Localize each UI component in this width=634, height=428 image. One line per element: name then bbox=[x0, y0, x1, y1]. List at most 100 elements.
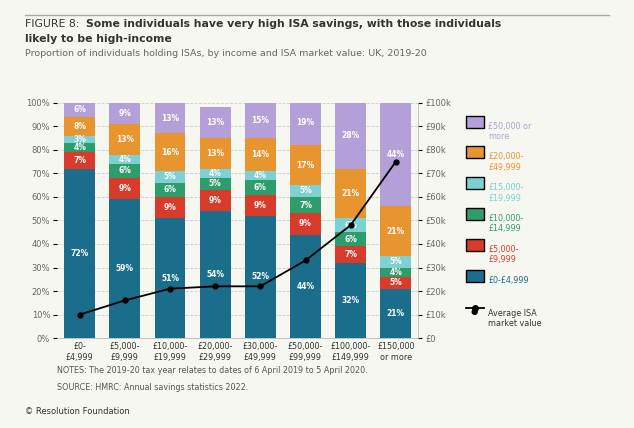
Bar bbox=[64, 103, 95, 117]
Bar bbox=[110, 164, 140, 178]
Bar bbox=[290, 197, 321, 214]
Text: 7%: 7% bbox=[73, 156, 86, 165]
Bar bbox=[200, 138, 231, 169]
Text: 32%: 32% bbox=[342, 296, 359, 305]
Bar bbox=[380, 289, 411, 338]
Text: 5%: 5% bbox=[209, 179, 221, 188]
Bar bbox=[155, 103, 185, 133]
Text: £10,000-
£14,999: £10,000- £14,999 bbox=[488, 214, 524, 233]
Bar bbox=[290, 145, 321, 185]
Text: 13%: 13% bbox=[206, 118, 224, 127]
Text: 6%: 6% bbox=[73, 105, 86, 114]
Text: 6%: 6% bbox=[119, 166, 131, 175]
Bar bbox=[110, 103, 140, 124]
Text: 4%: 4% bbox=[119, 155, 131, 164]
Bar bbox=[380, 268, 411, 277]
Bar bbox=[110, 178, 140, 199]
Bar bbox=[155, 218, 185, 338]
Bar bbox=[64, 169, 95, 338]
Bar bbox=[245, 194, 276, 216]
Text: 13%: 13% bbox=[206, 149, 224, 158]
Text: £0-£4,999: £0-£4,999 bbox=[488, 276, 529, 285]
Text: 9%: 9% bbox=[119, 184, 131, 193]
Text: 59%: 59% bbox=[116, 264, 134, 273]
Bar bbox=[245, 138, 276, 171]
Text: 28%: 28% bbox=[342, 131, 360, 140]
Text: 8%: 8% bbox=[73, 122, 86, 131]
Text: 5%: 5% bbox=[299, 187, 312, 196]
Bar bbox=[380, 103, 411, 206]
Bar bbox=[200, 190, 231, 211]
Text: 72%: 72% bbox=[70, 249, 89, 258]
Text: 7%: 7% bbox=[344, 250, 357, 259]
Text: 13%: 13% bbox=[116, 135, 134, 144]
Text: 4%: 4% bbox=[254, 171, 267, 180]
Text: 21%: 21% bbox=[387, 309, 405, 318]
Bar bbox=[290, 235, 321, 338]
Bar bbox=[155, 183, 185, 197]
Text: 7%: 7% bbox=[299, 201, 312, 210]
Text: £15,000-
£19,999: £15,000- £19,999 bbox=[488, 183, 524, 202]
Bar bbox=[64, 117, 95, 136]
Text: ●: ● bbox=[470, 307, 477, 316]
Bar bbox=[335, 218, 366, 232]
Bar bbox=[110, 199, 140, 338]
Text: 4%: 4% bbox=[73, 143, 86, 152]
Text: Some individuals have very high ISA savings, with those individuals: Some individuals have very high ISA savi… bbox=[86, 19, 501, 29]
Bar bbox=[200, 211, 231, 338]
Text: 5%: 5% bbox=[164, 172, 176, 181]
Bar bbox=[245, 171, 276, 181]
Bar bbox=[200, 107, 231, 138]
Text: £50,000 or
more: £50,000 or more bbox=[488, 122, 531, 141]
Text: 9%: 9% bbox=[119, 109, 131, 118]
Text: 9%: 9% bbox=[164, 203, 176, 212]
Bar bbox=[64, 136, 95, 143]
Text: 4%: 4% bbox=[209, 169, 222, 178]
Bar bbox=[155, 197, 185, 218]
Bar bbox=[335, 247, 366, 263]
Text: 19%: 19% bbox=[297, 118, 314, 127]
Text: likely to be high-income: likely to be high-income bbox=[25, 34, 172, 44]
Text: 5%: 5% bbox=[389, 278, 402, 287]
Bar bbox=[380, 256, 411, 268]
Bar bbox=[200, 169, 231, 178]
Bar bbox=[380, 277, 411, 289]
Bar bbox=[245, 216, 276, 338]
Bar bbox=[110, 155, 140, 164]
Text: Average ISA
market value: Average ISA market value bbox=[488, 309, 541, 328]
Text: £20,000-
£49,999: £20,000- £49,999 bbox=[488, 152, 524, 172]
Text: 9%: 9% bbox=[254, 201, 267, 210]
Text: Proportion of individuals holding ISAs, by income and ISA market value: UK, 2019: Proportion of individuals holding ISAs, … bbox=[25, 49, 427, 58]
Text: FIGURE 8:: FIGURE 8: bbox=[25, 19, 83, 29]
Text: 5%: 5% bbox=[389, 257, 402, 266]
Text: 54%: 54% bbox=[206, 270, 224, 279]
Text: 6%: 6% bbox=[164, 185, 176, 194]
Text: 16%: 16% bbox=[161, 148, 179, 157]
Bar bbox=[200, 178, 231, 190]
Bar bbox=[335, 263, 366, 338]
Text: 44%: 44% bbox=[387, 150, 405, 159]
Bar bbox=[290, 185, 321, 197]
Text: NOTES: The 2019-20 tax year relates to dates of 6 April 2019 to 5 April 2020.: NOTES: The 2019-20 tax year relates to d… bbox=[57, 366, 368, 375]
Bar bbox=[64, 143, 95, 152]
Text: 9%: 9% bbox=[299, 220, 312, 229]
Bar bbox=[245, 103, 276, 138]
Bar bbox=[290, 101, 321, 145]
Text: 13%: 13% bbox=[161, 113, 179, 122]
Bar bbox=[155, 171, 185, 183]
Text: 51%: 51% bbox=[161, 273, 179, 282]
Bar bbox=[335, 169, 366, 218]
Bar bbox=[110, 124, 140, 155]
Text: 15%: 15% bbox=[251, 116, 269, 125]
Text: 52%: 52% bbox=[251, 272, 269, 282]
Text: 6%: 6% bbox=[344, 235, 357, 244]
Text: 4%: 4% bbox=[389, 268, 403, 277]
Text: 9%: 9% bbox=[209, 196, 222, 205]
Text: 14%: 14% bbox=[251, 150, 269, 159]
Text: 17%: 17% bbox=[296, 160, 314, 169]
Text: £5,000-
£9,999: £5,000- £9,999 bbox=[488, 245, 519, 264]
Text: 6%: 6% bbox=[254, 183, 267, 192]
Bar bbox=[335, 232, 366, 247]
Text: 44%: 44% bbox=[297, 282, 314, 291]
Bar bbox=[64, 152, 95, 169]
